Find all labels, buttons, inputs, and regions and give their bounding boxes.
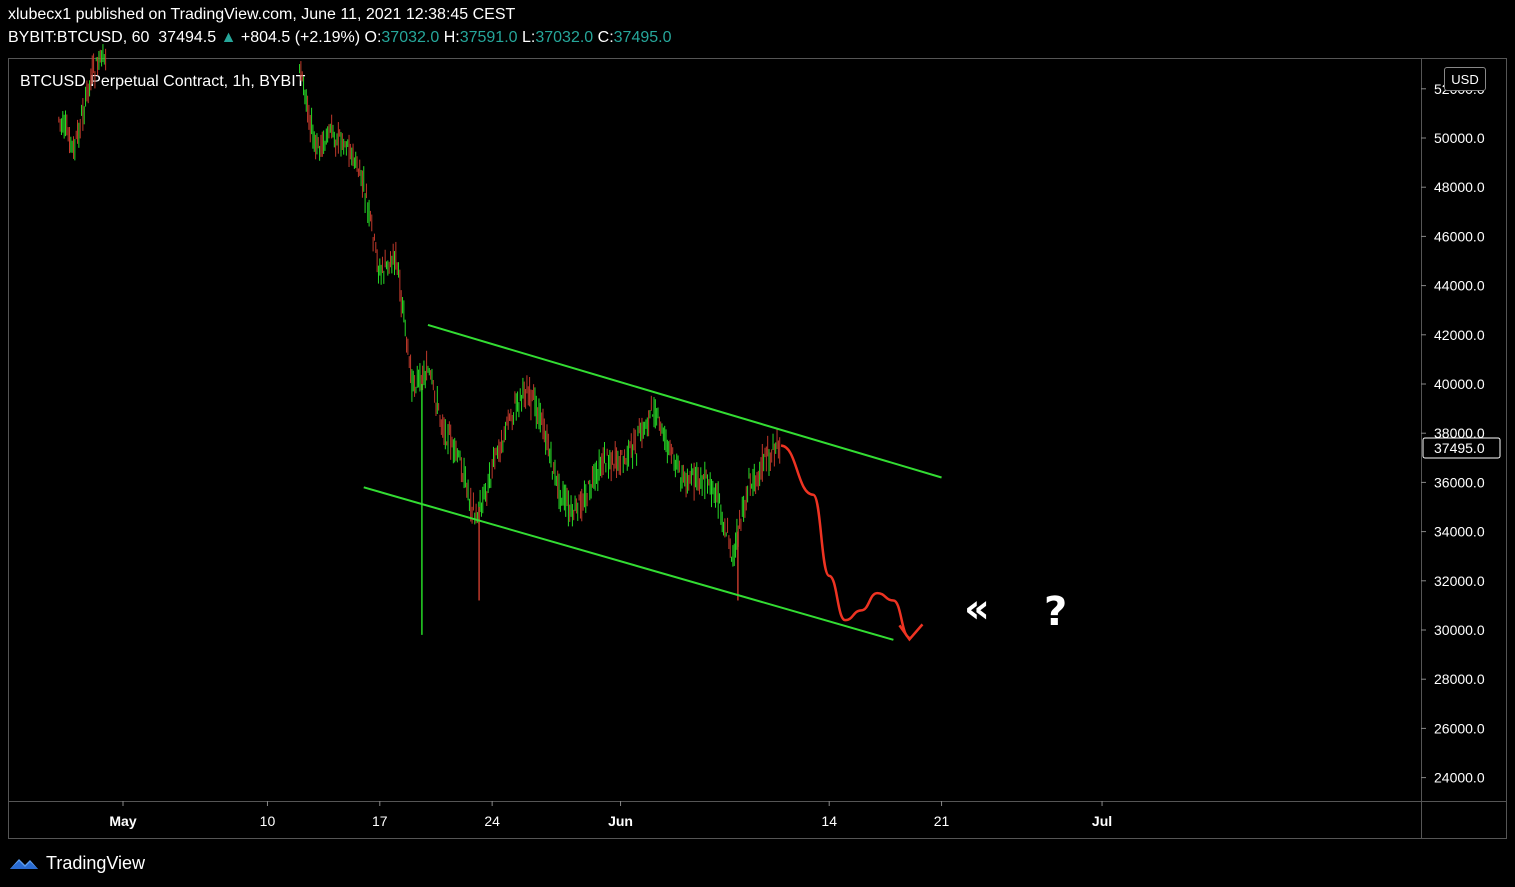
x-tick-label-2: 17 [372, 813, 388, 829]
publish-info: xlubecx1 published on TradingView.com, J… [8, 6, 516, 23]
time-axis[interactable]: May 10 17 24 Jun 14 21 Jul [109, 801, 1112, 829]
y-tick-label-11: 46000.0 [1434, 228, 1485, 244]
channel-upper-line [427, 324, 942, 479]
price-tag-box [1422, 437, 1501, 459]
open-label: O: [364, 29, 382, 46]
projection-arrowhead [898, 623, 924, 642]
y-tick-label-10: 44000.0 [1434, 278, 1485, 294]
y-tick-label-0: 24000.0 [1434, 770, 1485, 786]
y-tick-label-13: 50000.0 [1434, 130, 1485, 146]
double-arrow-annotation: « [964, 586, 990, 632]
x-tick-label-0: May [109, 813, 136, 829]
close-label: C: [597, 29, 614, 46]
footer: TradingView [8, 850, 145, 876]
low-value: 37032.0 [535, 29, 594, 46]
chart-title: BTCUSD Perpetual Contract, 1h, BYBIT [20, 73, 306, 90]
price-axis[interactable]: 24000.0 26000.0 28000.0 30000.0 32000.0 34000… [1421, 81, 1485, 786]
x-tick-label-3: 24 [484, 813, 500, 829]
projection-path [780, 444, 911, 639]
price-tag-text: 37495.0 [1434, 440, 1485, 456]
x-tick-label-6: 21 [934, 813, 950, 829]
price-change: +804.5 (+2.19%) [240, 29, 361, 46]
x-tick-label-4: Jun [608, 813, 633, 829]
y-tick-label-3: 30000.0 [1434, 622, 1485, 638]
high-value: 37591.0 [459, 29, 518, 46]
y-tick-label-12: 48000.0 [1434, 179, 1485, 195]
x-tick-label-1: 10 [260, 813, 276, 829]
footer-brand[interactable]: TradingView [46, 852, 146, 873]
low-label: L: [522, 29, 536, 46]
channel-lower-line [363, 486, 894, 641]
candles-layer [58, 44, 781, 635]
close-value: 37495.0 [613, 29, 672, 46]
currency-button[interactable]: USD [1444, 67, 1486, 91]
y-tick-label-9: 42000.0 [1434, 327, 1485, 343]
symbol-label: BYBIT:BTCUSD, 60 [8, 29, 150, 46]
x-tick-label-7: Jul [1092, 813, 1112, 829]
y-tick-label-4: 32000.0 [1434, 573, 1485, 589]
tradingview-logo-icon [10, 859, 38, 869]
y-tick-label-6: 36000.0 [1434, 474, 1485, 490]
up-arrow-icon: ▲ [220, 29, 237, 46]
drawings-layer [363, 324, 942, 642]
last-price-tag: 37495.0 [1422, 437, 1501, 459]
last-price: 37494.5 [158, 29, 217, 46]
high-label: H: [443, 29, 460, 46]
y-tick-label-2: 28000.0 [1434, 671, 1485, 687]
open-value: 37032.0 [381, 29, 440, 46]
question-annotation: ? [1044, 589, 1067, 635]
plot-frame [8, 58, 1507, 839]
x-tick-label-5: 14 [821, 813, 837, 829]
ohlc-legend: BYBIT:BTCUSD, 60 37494.5 ▲ +804.5 (+2.19… [8, 29, 671, 47]
y-tick-label-7: 38000.0 [1434, 425, 1485, 441]
y-tick-label-1: 26000.0 [1434, 720, 1485, 736]
y-tick-label-8: 40000.0 [1434, 376, 1485, 392]
y-tick-label-5: 34000.0 [1434, 524, 1485, 540]
